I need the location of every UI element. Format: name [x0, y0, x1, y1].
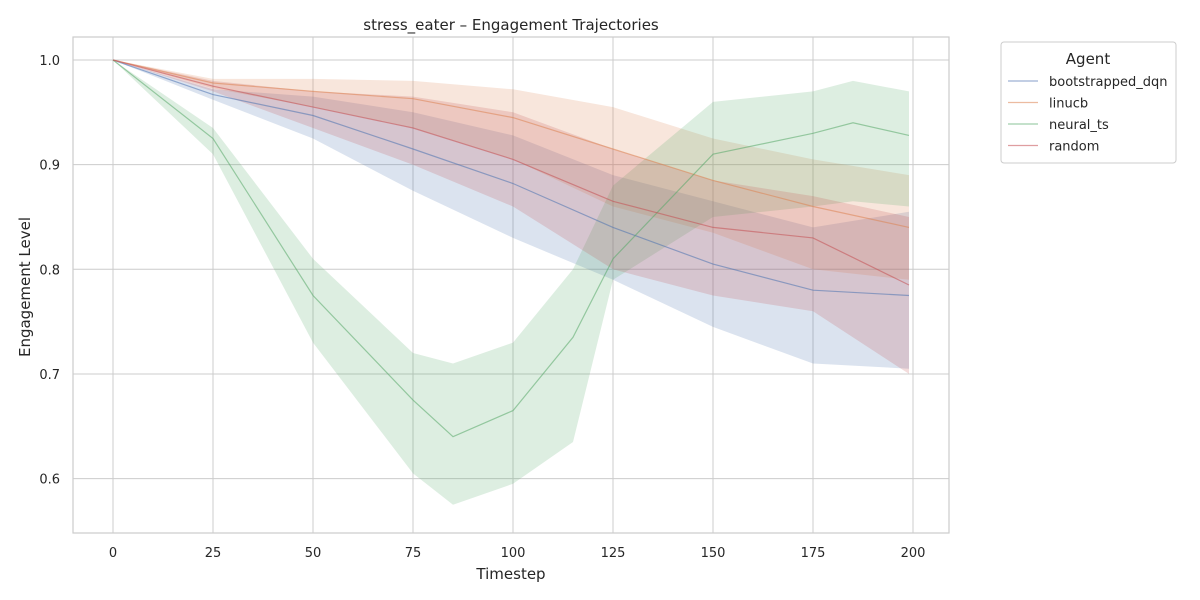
x-tick-label: 50	[305, 546, 322, 561]
confidence-band-layer	[113, 60, 909, 505]
x-tick-label: 200	[901, 546, 926, 561]
legend-title: Agent	[1066, 50, 1111, 68]
series-line-random	[112, 59, 910, 286]
confidence-band-linucb	[113, 60, 909, 280]
y-tick-label: 0.7	[39, 368, 60, 383]
legend-label-bootstrapped_dqn: bootstrapped_dqn	[1049, 75, 1167, 90]
x-tick-label: 150	[701, 546, 726, 561]
tick-label-layer: 0 25 50 75 100 125 150 175 200 0.6 0.7 0.8 0.9 1.0	[39, 54, 925, 561]
y-axis-title: Engagement Level	[16, 217, 34, 357]
x-axis-title: Timestep	[475, 565, 545, 583]
plot-frame	[72, 36, 950, 534]
series-line-layer	[112, 59, 910, 438]
y-tick-label: 0.6	[39, 473, 60, 488]
series-line-bootstrapped_dqn	[112, 59, 910, 297]
x-tick-label: 25	[205, 546, 222, 561]
x-tick-label: 75	[405, 546, 422, 561]
x-tick-label: 125	[601, 546, 626, 561]
grid-layer	[73, 37, 949, 533]
x-tick-label: 0	[109, 546, 117, 561]
y-tick-label: 1.0	[39, 54, 60, 69]
confidence-band-neural_ts	[113, 60, 909, 505]
confidence-band-bootstrapped_dqn	[113, 60, 909, 369]
series-line-neural_ts	[112, 59, 910, 438]
x-tick-label: 100	[501, 546, 526, 561]
legend-box	[1000, 41, 1177, 164]
confidence-band-random	[113, 60, 909, 374]
y-tick-label: 0.8	[39, 263, 60, 278]
legend-label-random: random	[1049, 140, 1099, 155]
series-line-linucb	[112, 59, 910, 228]
chart-title: stress_eater – Engagement Trajectories	[363, 16, 659, 35]
legend-label-neural_ts: neural_ts	[1049, 118, 1109, 133]
y-tick-label: 0.9	[39, 159, 60, 174]
legend-label-linucb: linucb	[1049, 97, 1088, 112]
x-tick-label: 175	[801, 546, 826, 561]
